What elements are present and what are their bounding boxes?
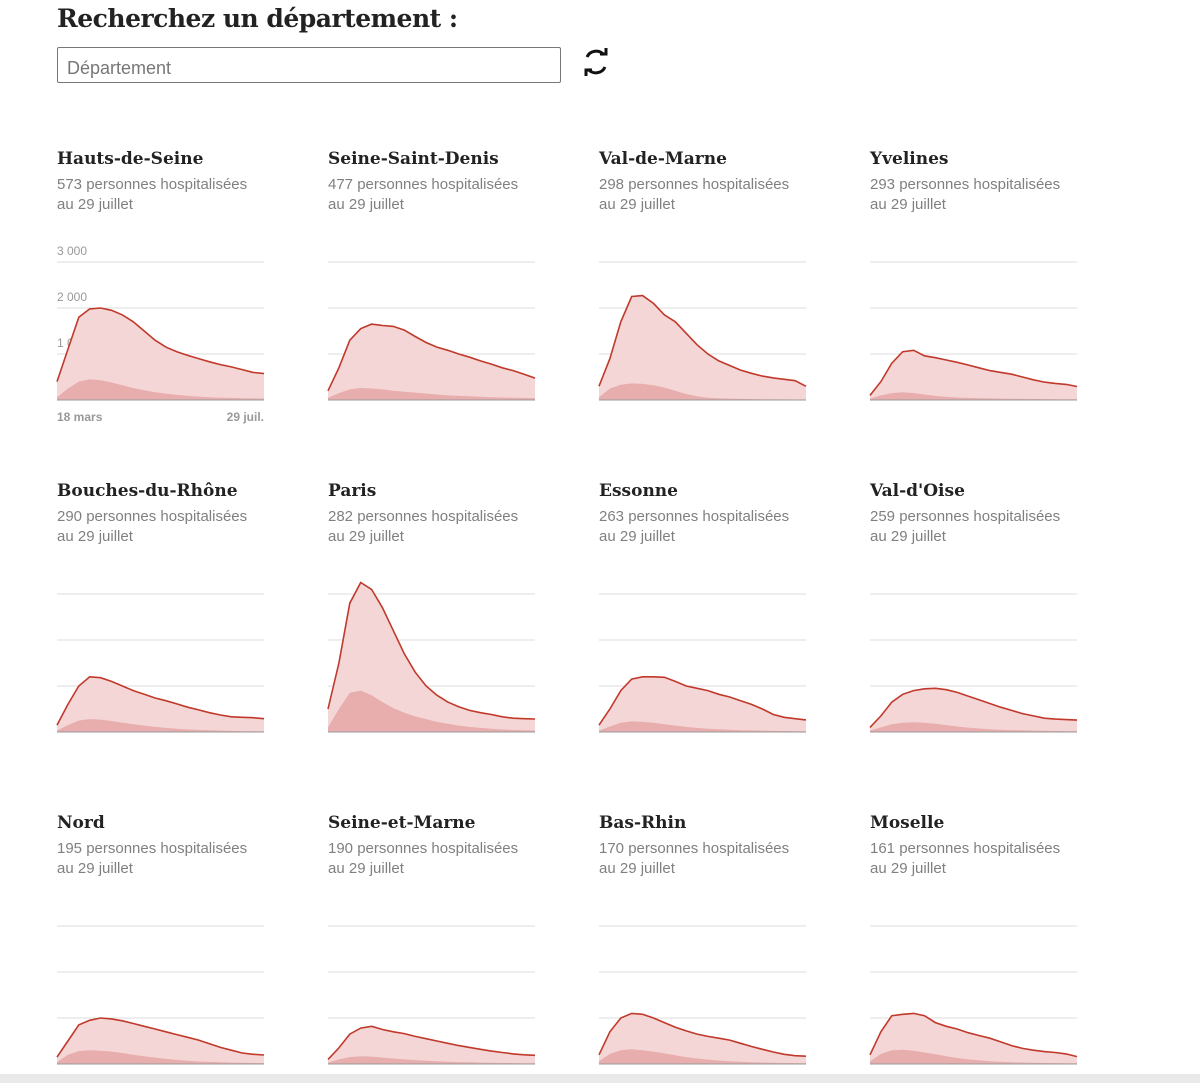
x-tick-label: 29 juil. (227, 410, 264, 424)
chart-subtitle: au 29 juillet (870, 860, 947, 877)
chart-subtitle: 170 personnes hospitalisées (599, 840, 789, 857)
chart-subtitle: au 29 juillet (57, 196, 134, 213)
area-fill (870, 350, 1077, 400)
secondary-area (57, 379, 264, 400)
chart-subtitle: 161 personnes hospitalisées (870, 840, 1060, 857)
area-line (869, 1012, 1078, 1058)
chart-title: Val-d'Oise (869, 481, 965, 501)
area-fill (870, 688, 1077, 732)
secondary-area (328, 388, 535, 400)
y-tick-label: 2 000 (57, 290, 87, 304)
area-fill (870, 1013, 1077, 1064)
chart-subtitle: au 29 juillet (870, 528, 947, 545)
chart-title: Seine-Saint-Denis (328, 149, 499, 169)
chart-title: Essonne (599, 481, 678, 501)
chart-title: Hauts-de-Seine (57, 149, 204, 169)
chart-title: Nord (57, 813, 105, 833)
chart-subtitle: au 29 juillet (328, 860, 405, 877)
x-tick-label: 18 mars (57, 410, 103, 424)
chart-subtitle: au 29 juillet (328, 196, 405, 213)
secondary-area (599, 1049, 806, 1064)
search-title: Recherchez un département : (57, 4, 458, 33)
area-fill (599, 676, 806, 732)
area-line (869, 687, 1078, 728)
area-line (56, 675, 265, 726)
footer-bar (0, 1074, 1200, 1083)
area-fill (599, 295, 806, 400)
chart-subtitle: 259 personnes hospitalisées (870, 508, 1060, 525)
area-line (56, 307, 265, 382)
secondary-area (57, 719, 264, 732)
secondary-area (328, 690, 535, 732)
secondary-area (599, 721, 806, 732)
chart-subtitle: 298 personnes hospitalisées (599, 176, 789, 193)
chart-subtitle: au 29 juillet (57, 528, 134, 545)
chart-subtitle: 282 personnes hospitalisées (328, 508, 518, 525)
secondary-area (328, 1056, 535, 1064)
chart-subtitle: 190 personnes hospitalisées (328, 840, 518, 857)
chart-title: Paris (328, 481, 376, 501)
area-line (869, 349, 1078, 396)
chart-subtitle: au 29 juillet (599, 860, 676, 877)
refresh-button[interactable] (580, 45, 612, 79)
chart-title: Val-de-Marne (598, 149, 727, 169)
y-tick-label: 3 000 (57, 244, 87, 258)
area-line (327, 323, 536, 392)
area-line (327, 1025, 536, 1060)
area-line (56, 1017, 265, 1058)
chart-subtitle: 293 personnes hospitalisées (870, 176, 1060, 193)
chart-subtitle: 195 personnes hospitalisées (57, 840, 247, 857)
chart-title: Yvelines (869, 149, 949, 169)
secondary-area (870, 392, 1077, 400)
chart-title: Bouches-du-Rhône (57, 481, 238, 501)
area-fill (328, 324, 535, 400)
secondary-area (870, 722, 1077, 732)
chart-subtitle: 573 personnes hospitalisées (57, 176, 247, 193)
chart-subtitle: au 29 juillet (57, 860, 134, 877)
area-fill (57, 676, 264, 732)
chart-title: Bas-Rhin (599, 813, 686, 833)
chart-subtitle: au 29 juillet (599, 528, 676, 545)
chart-subtitle: 263 personnes hospitalisées (599, 508, 789, 525)
area-line (598, 676, 807, 726)
chart-title: Seine-et-Marne (328, 813, 476, 833)
area-line (598, 294, 807, 388)
chart-subtitle: 477 personnes hospitalisées (328, 176, 518, 193)
chart-subtitle: 290 personnes hospitalisées (57, 508, 247, 525)
area-line (598, 1012, 807, 1057)
chart-subtitle: au 29 juillet (599, 196, 676, 213)
chart-title: Moselle (870, 813, 944, 833)
chart-subtitle: au 29 juillet (328, 528, 405, 545)
area-line (327, 581, 536, 720)
area-fill (57, 308, 264, 400)
secondary-area (599, 383, 806, 400)
area-fill (328, 1026, 535, 1064)
secondary-area (57, 1050, 264, 1064)
chart-subtitle: au 29 juillet (870, 196, 947, 213)
area-fill (328, 582, 535, 732)
search-input[interactable]: Département (57, 47, 561, 83)
secondary-area (870, 1049, 1077, 1064)
